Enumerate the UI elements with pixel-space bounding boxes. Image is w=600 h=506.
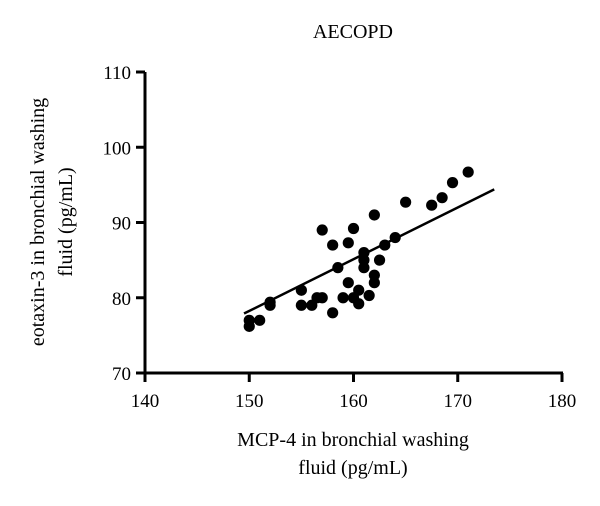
points-group bbox=[243, 166, 474, 332]
x-axis-label-line-1: MCP-4 in bronchial washing bbox=[237, 429, 469, 451]
data-point bbox=[342, 237, 354, 249]
data-point bbox=[400, 196, 412, 208]
data-point bbox=[446, 177, 459, 189]
x-tick-label: 140 bbox=[131, 391, 160, 412]
data-point bbox=[347, 222, 360, 235]
data-point bbox=[316, 292, 328, 304]
y-axis-label-line-2: fluid (pg/mL) bbox=[55, 167, 77, 276]
y-tick-label: 70 bbox=[112, 364, 131, 385]
y-tick-label: 100 bbox=[103, 138, 132, 159]
data-point bbox=[368, 209, 380, 221]
data-point bbox=[295, 284, 307, 296]
x-tick-label: 170 bbox=[444, 391, 473, 412]
data-point bbox=[316, 224, 328, 236]
data-point bbox=[264, 296, 276, 308]
x-tick-label: 180 bbox=[548, 391, 577, 412]
x-tick-label: 160 bbox=[339, 391, 368, 412]
y-tick-label: 80 bbox=[112, 289, 131, 310]
data-point bbox=[353, 284, 365, 296]
data-point bbox=[295, 299, 307, 311]
y-axis-label-line-1: eotaxin-3 in bronchial washing bbox=[27, 98, 49, 346]
data-point bbox=[363, 289, 375, 302]
data-point bbox=[358, 247, 370, 259]
data-point bbox=[342, 277, 354, 289]
data-point bbox=[327, 307, 339, 319]
data-point bbox=[426, 199, 438, 211]
chart-title: AECOPD bbox=[313, 21, 393, 43]
x-axis-label-line-2: fluid (pg/mL) bbox=[298, 457, 407, 479]
y-tick-label: 90 bbox=[112, 214, 131, 235]
data-point bbox=[436, 192, 448, 204]
y-tick-label: 110 bbox=[103, 63, 131, 84]
data-point bbox=[353, 298, 365, 310]
x-tick-label: 150 bbox=[235, 391, 264, 412]
data-point bbox=[379, 239, 391, 251]
data-point bbox=[368, 277, 380, 289]
data-point bbox=[327, 239, 339, 251]
data-point bbox=[373, 254, 386, 266]
ticks: 140 150 160 170 180 70 80 90 100 110 bbox=[103, 63, 577, 412]
data-point bbox=[254, 314, 266, 326]
data-point bbox=[243, 314, 255, 326]
data-point bbox=[337, 292, 349, 304]
data-point bbox=[462, 166, 474, 178]
data-point bbox=[332, 262, 344, 274]
data-point bbox=[389, 231, 401, 244]
y-axis-label: eotaxin-3 in bronchial washing fluid (pg… bbox=[27, 98, 77, 346]
